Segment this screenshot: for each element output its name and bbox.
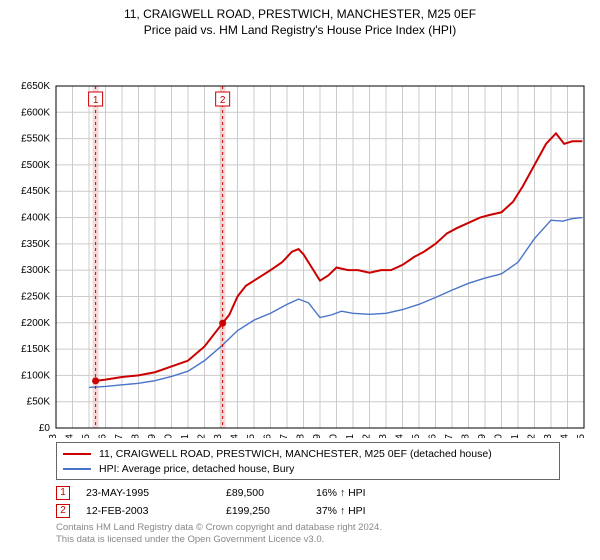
svg-text:£350K: £350K: [21, 239, 50, 250]
svg-text:2014: 2014: [395, 434, 406, 438]
svg-text:£650K: £650K: [21, 81, 50, 92]
svg-text:2004: 2004: [230, 434, 241, 438]
svg-text:2025: 2025: [576, 434, 587, 438]
svg-text:2005: 2005: [246, 434, 257, 438]
svg-text:£200K: £200K: [21, 318, 50, 329]
legend-item: HPI: Average price, detached house, Bury: [63, 461, 553, 476]
svg-text:2011: 2011: [345, 434, 356, 438]
event-delta: 37% ↑ HPI: [316, 505, 406, 517]
svg-text:£150K: £150K: [21, 344, 50, 355]
svg-text:2024: 2024: [560, 434, 571, 438]
svg-text:2015: 2015: [411, 434, 422, 438]
svg-text:£100K: £100K: [21, 371, 50, 382]
svg-text:1999: 1999: [147, 434, 158, 438]
svg-text:£500K: £500K: [21, 160, 50, 171]
svg-text:1996: 1996: [98, 434, 109, 438]
chart-canvas: £0 £50K £100K £150K £200K £250K £300K £350K £400…: [0, 38, 600, 438]
legend-swatch: [63, 453, 91, 455]
svg-text:£300K: £300K: [21, 266, 50, 277]
svg-text:£250K: £250K: [21, 292, 50, 303]
attribution: Contains HM Land Registry data © Crown c…: [56, 522, 560, 546]
svg-text:2010: 2010: [329, 434, 340, 438]
svg-text:2012: 2012: [362, 434, 373, 438]
price-chart: £0 £50K £100K £150K £200K £250K £300K £350K £400…: [0, 38, 600, 438]
svg-text:£600K: £600K: [21, 108, 50, 119]
footer-line1: Contains HM Land Registry data © Crown c…: [56, 522, 560, 534]
svg-text:2016: 2016: [428, 434, 439, 438]
event-marker: 2: [56, 504, 70, 518]
sale-events: 1 23-MAY-1995 £89,500 16% ↑ HPI 2 12-FEB…: [56, 484, 560, 520]
svg-text:1994: 1994: [65, 434, 76, 438]
svg-text:2: 2: [220, 95, 226, 106]
event-marker: 1: [56, 486, 70, 500]
sale-event-row: 2 12-FEB-2003 £199,250 37% ↑ HPI: [56, 502, 560, 520]
event-price: £89,500: [226, 487, 316, 499]
event-date: 12-FEB-2003: [86, 505, 226, 517]
svg-text:2007: 2007: [279, 434, 290, 438]
svg-text:£400K: £400K: [21, 213, 50, 224]
svg-text:2018: 2018: [461, 434, 472, 438]
event-delta: 16% ↑ HPI: [316, 487, 406, 499]
sale-event-row: 1 23-MAY-1995 £89,500 16% ↑ HPI: [56, 484, 560, 502]
title-line1: 11, CRAIGWELL ROAD, PRESTWICH, MANCHESTE…: [0, 6, 600, 22]
footer-line2: This data is licensed under the Open Gov…: [56, 534, 560, 546]
legend-label: HPI: Average price, detached house, Bury: [99, 463, 294, 475]
svg-text:2001: 2001: [180, 434, 191, 438]
legend-item: 11, CRAIGWELL ROAD, PRESTWICH, MANCHESTE…: [63, 446, 553, 461]
svg-text:1998: 1998: [131, 434, 142, 438]
svg-text:1: 1: [93, 95, 99, 106]
legend: 11, CRAIGWELL ROAD, PRESTWICH, MANCHESTE…: [56, 442, 560, 480]
svg-text:2013: 2013: [378, 434, 389, 438]
svg-text:2003: 2003: [213, 434, 224, 438]
svg-text:2020: 2020: [494, 434, 505, 438]
svg-text:1995: 1995: [81, 434, 92, 438]
event-date: 23-MAY-1995: [86, 487, 226, 499]
svg-text:2006: 2006: [263, 434, 274, 438]
svg-text:1993: 1993: [48, 434, 59, 438]
event-price: £199,250: [226, 505, 316, 517]
svg-text:£450K: £450K: [21, 187, 50, 198]
title-line2: Price paid vs. HM Land Registry's House …: [0, 22, 600, 38]
svg-text:£0: £0: [39, 423, 51, 434]
svg-text:2023: 2023: [543, 434, 554, 438]
legend-swatch: [63, 468, 91, 470]
svg-text:1997: 1997: [114, 434, 125, 438]
legend-label: 11, CRAIGWELL ROAD, PRESTWICH, MANCHESTE…: [99, 448, 492, 460]
svg-text:2021: 2021: [510, 434, 521, 438]
svg-text:2000: 2000: [164, 434, 175, 438]
svg-text:2002: 2002: [197, 434, 208, 438]
chart-title: 11, CRAIGWELL ROAD, PRESTWICH, MANCHESTE…: [0, 0, 600, 38]
svg-text:2022: 2022: [527, 434, 538, 438]
svg-text:£550K: £550K: [21, 134, 50, 145]
svg-text:2019: 2019: [477, 434, 488, 438]
svg-text:2017: 2017: [444, 434, 455, 438]
svg-text:2009: 2009: [312, 434, 323, 438]
svg-text:£50K: £50K: [27, 397, 51, 408]
svg-text:2008: 2008: [296, 434, 307, 438]
